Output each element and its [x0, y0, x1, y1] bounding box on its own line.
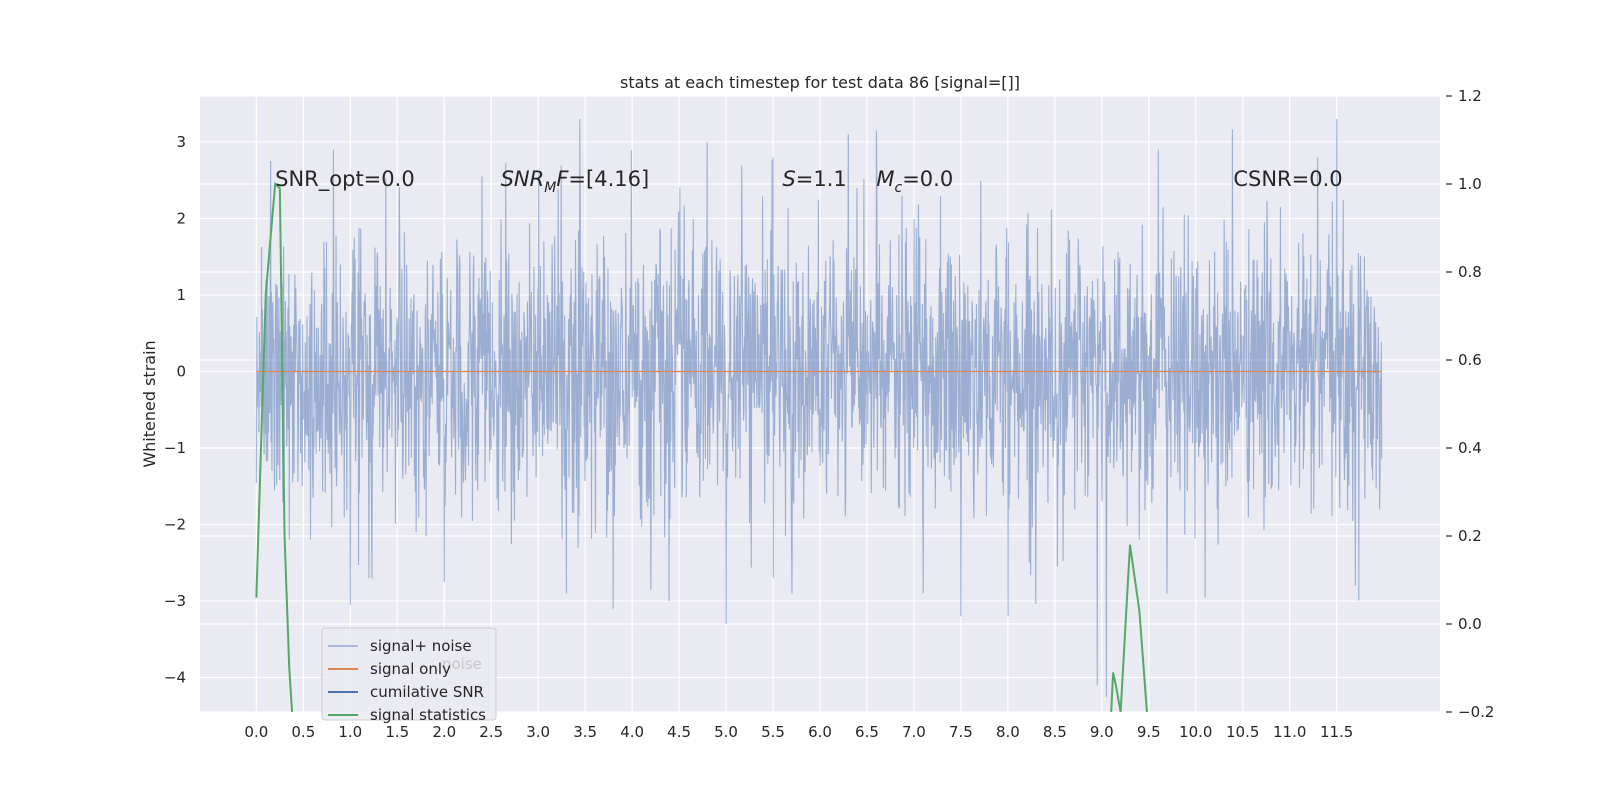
- x-axis-ticks: 0.0 0.5 1.0 1.5 2.0 2.5 3.0 3.5 4.0 4.5 5.0 5.5 6.0 6…: [244, 723, 1353, 741]
- annotation-main: SNR_opt=0.0: [275, 167, 415, 192]
- chart-title: stats at each timestep for test data 86 …: [620, 73, 1020, 92]
- annotation-main: M: [876, 167, 894, 191]
- x-tick-label: 3.5: [573, 723, 597, 741]
- y2-tick-label: 1.0: [1458, 175, 1482, 193]
- x-tick-label: 9.5: [1137, 723, 1161, 741]
- y-tick-label: 2: [176, 209, 186, 227]
- annotation-main: CSNR=0.0: [1233, 167, 1342, 191]
- x-tick-label: 7.5: [949, 723, 973, 741]
- annotation-post-italic: F: [556, 167, 569, 191]
- y2-tick-label: −0.2: [1458, 703, 1494, 721]
- x-tick-label: 10.5: [1226, 723, 1259, 741]
- y-tick-label: −3: [164, 592, 186, 610]
- annotation-label: CSNR=0.0: [1233, 167, 1342, 191]
- y-tick-label: −2: [164, 516, 186, 534]
- annotation-post: =1.1: [796, 167, 847, 191]
- x-tick-label: 2.0: [432, 723, 456, 741]
- series-signal-statistics: [255, 181, 294, 713]
- legend-entry-label: cumilative SNR: [370, 683, 484, 701]
- x-tick-label: 5.5: [761, 723, 785, 741]
- y-tick-label: −1: [164, 439, 186, 457]
- y-tick-label: 3: [176, 133, 186, 151]
- x-tick-label: 3.0: [526, 723, 550, 741]
- y2-tick-label: 0.8: [1458, 263, 1482, 281]
- x-tick-label: 0.5: [291, 723, 315, 741]
- x-tick-label: 4.5: [667, 723, 691, 741]
- legend-entry-label: signal only: [370, 660, 451, 678]
- y2-tick-label: 0.0: [1458, 615, 1482, 633]
- x-tick-label: 7.0: [902, 723, 926, 741]
- x-tick-label: 8.5: [1043, 723, 1067, 741]
- annotation-label: S=1.1: [782, 167, 846, 191]
- legend-entry-label: signal+ noise: [370, 637, 472, 655]
- x-tick-label: 8.0: [996, 723, 1020, 741]
- x-tick-label: 11.5: [1320, 723, 1353, 741]
- annotation-main: SNR: [501, 167, 545, 191]
- y-tick-label: 0: [176, 362, 186, 380]
- x-tick-label: 10.0: [1179, 723, 1212, 741]
- y2-tick-label: 0.2: [1458, 527, 1482, 545]
- x-tick-label: 1.5: [385, 723, 409, 741]
- x-tick-label: 6.5: [855, 723, 879, 741]
- annotation-label: SNR_opt=0.0: [275, 167, 415, 192]
- series-signal-noise: [255, 118, 1383, 697]
- series-signal-statistics: [1110, 544, 1148, 713]
- annotation-subscript: M: [544, 180, 556, 196]
- y-tick-label: 1: [176, 286, 186, 304]
- y2-tick-label: 0.6: [1458, 351, 1482, 369]
- y-axis-ticks: 3 2 1 0 −1 −2 −3 −4: [164, 133, 186, 687]
- x-tick-label: 0.0: [244, 723, 268, 741]
- x-tick-label: 9.0: [1090, 723, 1114, 741]
- annotation-post: =[4.16]: [568, 167, 649, 191]
- series-layer: [255, 118, 1383, 713]
- annotation-label: Mc=0.0: [876, 167, 953, 196]
- annotation-label: SNRMF=[4.16]: [501, 167, 650, 196]
- y-axis-label: Whitened strain: [140, 340, 159, 467]
- legend-entry-label: signal statistics: [370, 706, 486, 724]
- x-tick-label: 5.0: [714, 723, 738, 741]
- x-tick-label: 2.5: [479, 723, 503, 741]
- annotation-subscript: c: [894, 180, 902, 196]
- x-tick-label: 1.0: [338, 723, 362, 741]
- x-tick-label: 11.0: [1273, 723, 1306, 741]
- y2-axis-ticks: 1.2 1.0 0.8 0.6 0.4 0.2 0.0 −0.2: [1446, 87, 1494, 721]
- annotation-post: =0.0: [902, 167, 953, 191]
- annotations: SNR_opt=0.0 SNRMF=[4.16] S=1.1 Mc=0.0 CSNR=0…: [275, 167, 1342, 196]
- x-tick-label: 6.0: [808, 723, 832, 741]
- annotation-main: S: [782, 167, 795, 191]
- x-tick-label: 4.0: [620, 723, 644, 741]
- y-tick-label: −4: [164, 669, 186, 687]
- y2-tick-label: 0.4: [1458, 439, 1482, 457]
- legend-ghost-text: noise: [442, 655, 482, 673]
- legend-box: [321, 627, 497, 721]
- y2-tick-label: 1.2: [1458, 87, 1482, 105]
